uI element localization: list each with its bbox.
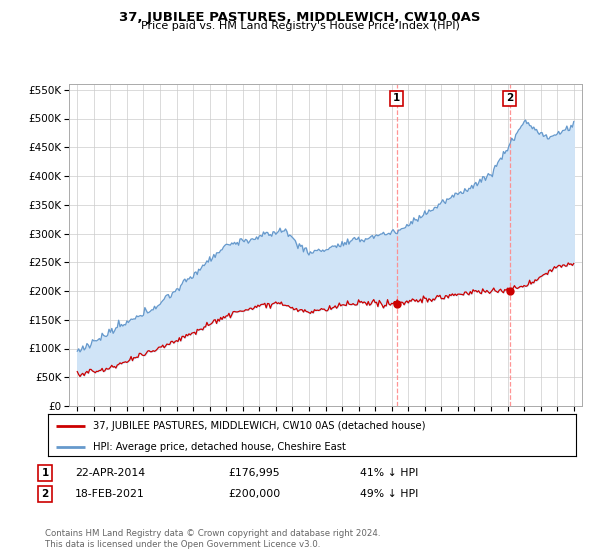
Text: 49% ↓ HPI: 49% ↓ HPI — [360, 489, 418, 499]
Text: 41% ↓ HPI: 41% ↓ HPI — [360, 468, 418, 478]
Text: £200,000: £200,000 — [228, 489, 280, 499]
Text: Contains HM Land Registry data © Crown copyright and database right 2024.
This d: Contains HM Land Registry data © Crown c… — [45, 529, 380, 549]
Text: 2: 2 — [41, 489, 49, 499]
Text: 22-APR-2014: 22-APR-2014 — [75, 468, 145, 478]
Text: £176,995: £176,995 — [228, 468, 280, 478]
Text: Price paid vs. HM Land Registry's House Price Index (HPI): Price paid vs. HM Land Registry's House … — [140, 21, 460, 31]
Text: 2: 2 — [506, 94, 514, 104]
Text: 1: 1 — [41, 468, 49, 478]
Text: 18-FEB-2021: 18-FEB-2021 — [75, 489, 145, 499]
Text: 37, JUBILEE PASTURES, MIDDLEWICH, CW10 0AS (detached house): 37, JUBILEE PASTURES, MIDDLEWICH, CW10 0… — [93, 421, 425, 431]
Text: HPI: Average price, detached house, Cheshire East: HPI: Average price, detached house, Ches… — [93, 442, 346, 452]
Text: 1: 1 — [393, 94, 400, 104]
Text: 37, JUBILEE PASTURES, MIDDLEWICH, CW10 0AS: 37, JUBILEE PASTURES, MIDDLEWICH, CW10 0… — [119, 11, 481, 24]
